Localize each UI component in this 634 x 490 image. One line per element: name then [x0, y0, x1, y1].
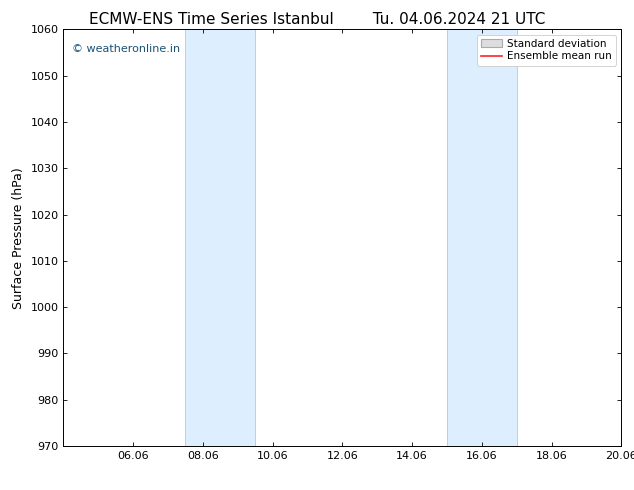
Text: ECMW-ENS Time Series Istanbul        Tu. 04.06.2024 21 UTC: ECMW-ENS Time Series Istanbul Tu. 04.06.…	[89, 12, 545, 27]
Bar	[447, 29, 517, 446]
Text: © weatheronline.in: © weatheronline.in	[72, 44, 180, 54]
Legend: Standard deviation, Ensemble mean run: Standard deviation, Ensemble mean run	[477, 35, 616, 66]
Bar	[185, 29, 255, 446]
Y-axis label: Surface Pressure (hPa): Surface Pressure (hPa)	[12, 167, 25, 309]
